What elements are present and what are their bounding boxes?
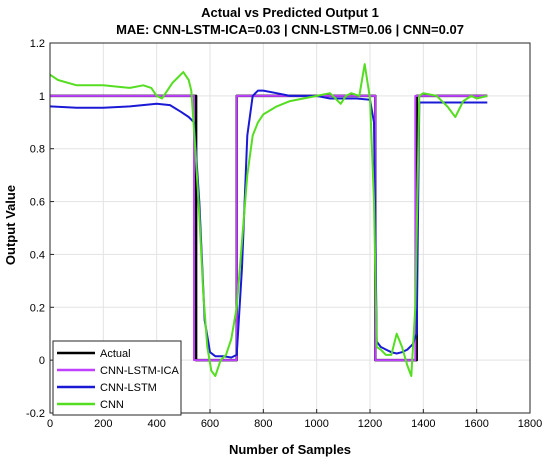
legend-entry-label: CNN-LSTM [100,382,157,394]
series-line-cnn [50,63,488,377]
x-tick-label: 600 [201,418,219,430]
y-tick-label: 1.2 [30,38,45,50]
x-tick-label: 200 [94,418,112,430]
series-line-cnn-lstm [50,89,488,359]
y-tick-label: 0 [39,355,45,367]
x-tick-label: 1400 [411,418,435,430]
x-tick-label: 1200 [358,418,382,430]
y-tick-label: -0.2 [26,408,45,420]
y-tick-label: 0.4 [30,249,45,261]
y-tick-label: 0.6 [30,197,45,209]
legend-entry-label: CNN-LSTM-ICA [100,365,179,377]
chart-title: Actual vs Predicted Output 1 [201,5,379,20]
y-axis-label: Output Value [3,185,18,265]
y-tick-label: 1 [39,91,45,103]
x-axis-label: Number of Samples [229,442,351,457]
chart-subtitle: MAE: CNN-LSTM-ICA=0.03 | CNN-LSTM=0.06 |… [116,22,464,37]
legend-entry-label: Actual [100,348,131,360]
x-tick-label: 1800 [518,418,542,430]
x-tick-label: 800 [254,418,272,430]
legend-entry-label: CNN [100,399,124,411]
y-tick-label: 0.8 [30,144,45,156]
y-tick-label: 0.2 [30,302,45,314]
series-group [50,63,488,377]
x-tick-label: 1600 [464,418,488,430]
plot-border [49,42,531,414]
x-tick-label: 0 [47,418,53,430]
x-tick-label: 400 [147,418,165,430]
x-tick-label: 1000 [304,418,328,430]
